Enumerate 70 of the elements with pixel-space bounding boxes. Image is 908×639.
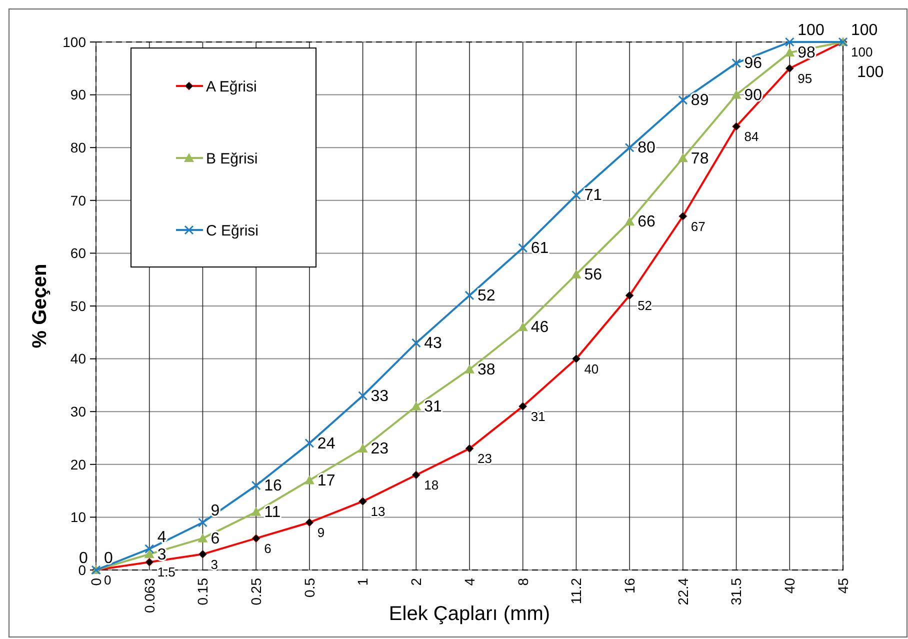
data-label: 96	[744, 55, 762, 72]
y-tick-label: 20	[70, 456, 86, 472]
data-label: 56	[584, 266, 602, 284]
x-tick-label: 8	[514, 578, 531, 586]
x-tick-label: 1	[354, 578, 371, 586]
data-label: 52	[638, 298, 652, 314]
y-tick-label: 50	[70, 298, 86, 314]
x-tick-label: 0.063	[141, 578, 158, 614]
data-label: 95	[798, 71, 812, 86]
x-tick-label: 4	[461, 578, 478, 586]
data-label: 31	[424, 398, 442, 416]
data-label: 3	[210, 556, 218, 572]
x-tick-label: 2	[408, 578, 424, 586]
y-tick-label: 10	[70, 509, 86, 526]
y-tick-label: 60	[70, 245, 86, 262]
x-tick-label: 16	[621, 578, 638, 594]
y-axis-title: % Geçen	[29, 264, 51, 348]
data-label: 89	[690, 92, 709, 110]
data-label: 100	[857, 64, 884, 82]
y-tick-label: 70	[70, 192, 86, 208]
y-tick-label: 80	[70, 140, 86, 156]
data-label: 1.5	[157, 564, 176, 580]
x-tick-label: 0.25	[248, 578, 264, 606]
data-label: 24	[317, 435, 336, 452]
x-tick-label: 0.15	[194, 578, 211, 606]
data-label: 13	[370, 504, 386, 520]
data-label: 6	[210, 530, 220, 548]
data-label: 4	[157, 529, 166, 546]
data-label: 100	[851, 22, 878, 40]
data-label: 18	[424, 478, 439, 493]
data-label: 90	[744, 86, 762, 104]
y-tick-label: 100	[62, 34, 86, 50]
data-label: 6	[264, 540, 272, 556]
data-label: 80	[638, 140, 656, 157]
data-label: 43	[424, 335, 442, 352]
y-tick-label: 90	[70, 86, 86, 103]
x-tick-label: 45	[834, 578, 851, 594]
data-label: 46	[530, 319, 549, 336]
y-tick-label: 30	[70, 404, 86, 420]
x-tick-label: 0.5	[301, 578, 318, 598]
data-label: 33	[370, 388, 389, 405]
data-label: 16	[264, 478, 282, 495]
data-label: 23	[370, 440, 389, 458]
data-label: 84	[744, 129, 759, 144]
data-label: 71	[584, 187, 602, 204]
y-tick-label: 40	[70, 350, 86, 367]
data-label: 31	[530, 408, 546, 424]
legend-label: C Eğrisi	[206, 222, 259, 240]
data-label: 17	[317, 472, 336, 490]
data-label: 0	[104, 550, 113, 568]
data-label: 67	[690, 218, 706, 234]
data-label: 100	[851, 44, 873, 60]
data-label: 66	[638, 214, 656, 231]
data-label: 9	[317, 525, 325, 540]
data-label: 100	[798, 22, 824, 40]
data-label: 11	[264, 504, 281, 522]
data-label: 40	[584, 361, 599, 376]
data-label: 38	[478, 361, 496, 378]
x-tick-label: 0	[88, 578, 104, 586]
x-axis-title: Elek Çapları (mm)	[388, 603, 550, 625]
x-tick-label: 11.2	[568, 578, 584, 604]
x-tick-label: 40	[782, 578, 798, 594]
data-label: 78	[690, 150, 709, 168]
legend-label: A Eğrisi	[206, 78, 257, 96]
data-label: 52	[478, 288, 496, 305]
x-tick-label: 22.4	[674, 578, 691, 606]
x-tick-label: 31.5	[728, 578, 744, 606]
data-label: 23	[478, 451, 492, 466]
data-label: 61	[530, 240, 549, 258]
legend-label: B Eğrisi	[206, 150, 258, 168]
